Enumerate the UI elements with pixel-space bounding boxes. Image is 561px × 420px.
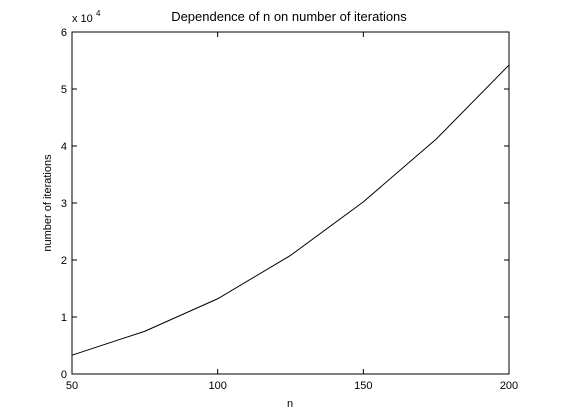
- y-tick-label: 1: [61, 312, 67, 324]
- chart-title: Dependence of n on number of iterations: [171, 9, 407, 24]
- x-tick-label: 150: [354, 380, 372, 392]
- x-tick-label: 200: [500, 380, 518, 392]
- y-tick-label: 2: [61, 255, 67, 267]
- y-tick-label: 4: [61, 141, 67, 153]
- series-layer: [71, 64, 510, 356]
- y-tick-label: 0: [61, 369, 67, 381]
- y-tick-label: 3: [61, 198, 67, 210]
- y-axis-multiplier: x 10 4: [72, 9, 101, 25]
- x-tick-label: 50: [66, 380, 78, 392]
- x-axis: 50 100 150 200: [66, 32, 518, 392]
- y-tick-label: 6: [61, 27, 67, 39]
- series-line: [71, 64, 510, 356]
- y-tick-label: 5: [61, 84, 67, 96]
- y-axis-label: number of iterations: [42, 154, 54, 252]
- y-multiplier-exponent: 4: [96, 9, 101, 18]
- y-multiplier-base: x 10: [72, 13, 93, 25]
- y-axis: 0 1 2 3 4 5 6: [61, 27, 509, 381]
- x-tick-label: 100: [208, 380, 226, 392]
- x-axis-label: n: [287, 398, 293, 410]
- plot-area: [71, 31, 510, 375]
